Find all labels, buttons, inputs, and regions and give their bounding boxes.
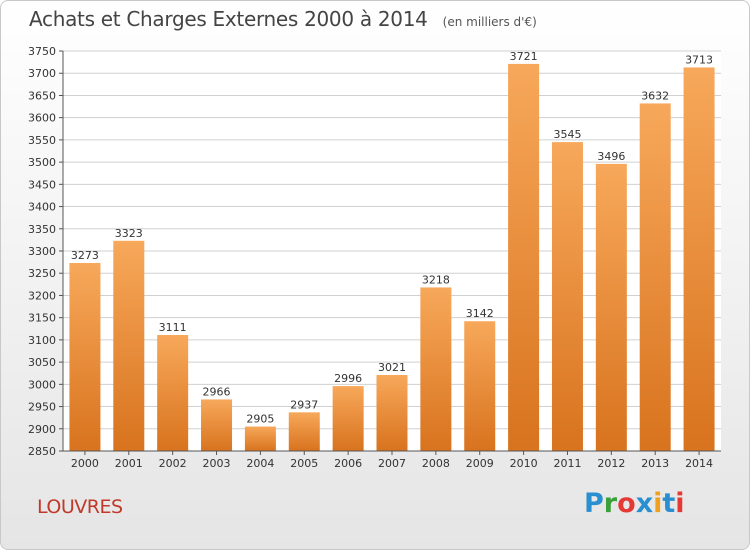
x-tick-label: 2011 bbox=[553, 457, 581, 470]
y-tick-label: 3750 bbox=[28, 45, 56, 58]
y-tick-label: 3100 bbox=[28, 334, 56, 347]
bar-value-label: 2996 bbox=[334, 372, 362, 385]
y-tick-label: 3250 bbox=[28, 267, 56, 280]
x-tick-label: 2007 bbox=[378, 457, 406, 470]
bar bbox=[464, 321, 496, 451]
x-tick-label: 2008 bbox=[422, 457, 450, 470]
y-tick-label: 3400 bbox=[28, 201, 56, 214]
bar bbox=[69, 263, 101, 451]
logo-letter: i bbox=[653, 488, 663, 519]
x-tick-label: 2010 bbox=[510, 457, 538, 470]
bar-value-label: 3323 bbox=[115, 227, 143, 240]
bar bbox=[683, 67, 715, 451]
bar-value-label: 3632 bbox=[641, 89, 669, 102]
city-name: LOUVRES bbox=[37, 496, 123, 518]
title-block: Achats et Charges Externes 2000 à 2014 (… bbox=[29, 7, 537, 31]
x-tick-label: 2001 bbox=[115, 457, 143, 470]
bar-value-label: 3111 bbox=[159, 321, 187, 334]
x-tick-label: 2012 bbox=[597, 457, 625, 470]
x-tick-label: 2000 bbox=[71, 457, 99, 470]
x-tick-label: 2014 bbox=[685, 457, 713, 470]
logo-letter: i bbox=[675, 488, 685, 519]
bar-value-label: 3721 bbox=[510, 50, 538, 63]
x-tick-label: 2009 bbox=[466, 457, 494, 470]
x-tick-label: 2002 bbox=[159, 457, 187, 470]
logo-letter: t bbox=[662, 488, 676, 519]
y-tick-label: 3550 bbox=[28, 134, 56, 147]
bar bbox=[376, 375, 408, 451]
y-tick-label: 3650 bbox=[28, 89, 56, 102]
bar bbox=[508, 63, 540, 452]
bar-value-label: 2905 bbox=[246, 413, 274, 426]
bar-value-label: 2937 bbox=[290, 398, 318, 411]
y-tick-label: 3500 bbox=[28, 156, 56, 169]
bar-value-label: 3142 bbox=[466, 307, 494, 320]
x-tick-label: 2005 bbox=[290, 457, 318, 470]
y-tick-label: 2950 bbox=[28, 401, 56, 414]
bar bbox=[332, 386, 364, 451]
y-tick-label: 3300 bbox=[28, 245, 56, 258]
x-tick-label: 2013 bbox=[641, 457, 669, 470]
x-tick-label: 2004 bbox=[246, 457, 274, 470]
logo-letter: o bbox=[617, 488, 636, 519]
logo-letter: P bbox=[584, 488, 604, 519]
proxiti-logo: Proxiti bbox=[584, 488, 685, 519]
bar bbox=[595, 163, 627, 451]
y-tick-label: 3150 bbox=[28, 312, 56, 325]
bar bbox=[288, 412, 320, 451]
chart-title: Achats et Charges Externes 2000 à 2014 bbox=[29, 7, 428, 31]
x-tick-label: 2006 bbox=[334, 457, 362, 470]
bar bbox=[551, 142, 583, 451]
bar-value-label: 3496 bbox=[597, 150, 625, 163]
bar-value-label: 3713 bbox=[685, 53, 713, 66]
logo-letter: x bbox=[635, 488, 654, 519]
y-tick-label: 3700 bbox=[28, 67, 56, 80]
bar-value-label: 3218 bbox=[422, 273, 450, 286]
bar bbox=[113, 240, 145, 451]
y-tick-label: 3050 bbox=[28, 356, 56, 369]
bar-value-label: 3545 bbox=[553, 128, 581, 141]
chart-unit: (en milliers d'€) bbox=[442, 15, 537, 29]
x-tick-label: 2003 bbox=[203, 457, 231, 470]
y-tick-label: 3600 bbox=[28, 112, 56, 125]
bar-value-label: 2966 bbox=[203, 385, 231, 398]
y-tick-label: 3000 bbox=[28, 378, 56, 391]
y-tick-label: 2850 bbox=[28, 445, 56, 458]
bar bbox=[420, 287, 452, 451]
y-tick-label: 2900 bbox=[28, 423, 56, 436]
bar bbox=[244, 426, 276, 451]
y-tick-label: 3450 bbox=[28, 178, 56, 191]
bar bbox=[201, 399, 233, 451]
bar-value-label: 3021 bbox=[378, 361, 406, 374]
bar bbox=[639, 103, 671, 451]
y-tick-label: 3200 bbox=[28, 289, 56, 302]
bar-value-label: 3273 bbox=[71, 249, 99, 262]
y-tick-label: 3350 bbox=[28, 223, 56, 236]
logo-letter: r bbox=[603, 488, 618, 519]
bar bbox=[157, 335, 189, 451]
